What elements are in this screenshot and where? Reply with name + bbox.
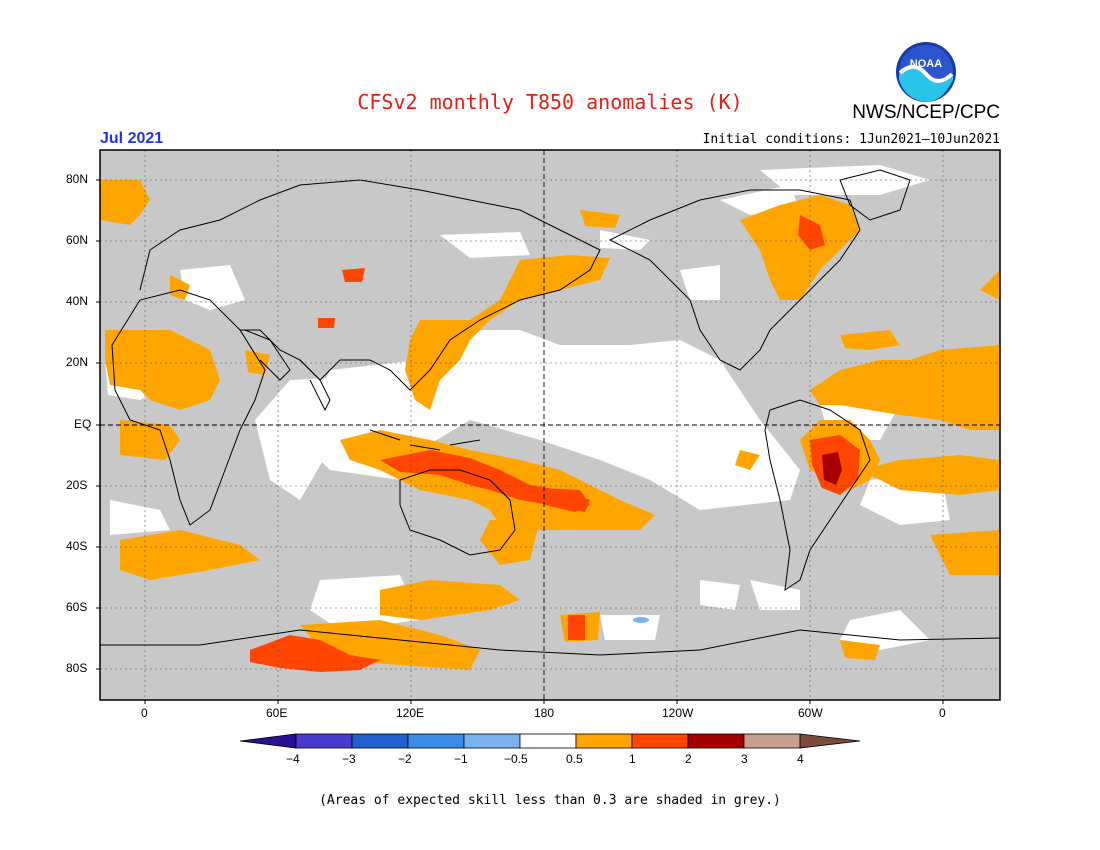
colorbar-label: −4 (286, 752, 300, 766)
lat-label: 40S (66, 539, 88, 553)
lon-label: 180 (534, 706, 555, 720)
colorbar-label: −1 (454, 752, 468, 766)
lat-label: 80N (66, 172, 89, 186)
lon-label: 120W (662, 706, 694, 720)
lat-label: 60S (66, 600, 88, 614)
coastlines (100, 169, 1000, 656)
noaa-logo-text: NOAA (910, 58, 942, 70)
lat-label: 80S (66, 661, 88, 675)
anomaly-2-to-3-regions (822, 452, 842, 485)
colorbar-label: 1 (629, 752, 636, 766)
colorbar-label: −2 (398, 752, 412, 766)
colorbar-label: 0.5 (566, 752, 583, 766)
reference-lines (100, 150, 1000, 700)
colorbar (239, 733, 861, 749)
footnote: (Areas of expected skill less than 0.3 a… (319, 793, 781, 808)
colorbar-label: 2 (685, 752, 692, 766)
lon-label: 60W (798, 706, 823, 720)
colorbar-label: −3 (342, 752, 356, 766)
chart-title: CFSv2 monthly T850 anomalies (K) (357, 90, 743, 114)
noaa-logo: NOAA (896, 42, 956, 102)
initial-conditions: Initial conditions: 1Jun2021–10Jun2021 (702, 132, 1000, 147)
lon-label: 0 (141, 706, 148, 720)
anomaly-neg-1-to-neg-0-5-regions (633, 617, 649, 623)
colorbar-arrow-low (239, 733, 297, 749)
lat-label: 20S (66, 478, 88, 492)
lat-label: 40N (66, 294, 89, 308)
axis-ticks (96, 179, 944, 704)
lat-label: 20N (66, 355, 89, 369)
lon-label: 120E (396, 706, 425, 720)
agency-label: NWS/NCEP/CPC (852, 102, 1000, 123)
colorbar-label: −0.5 (504, 752, 528, 766)
colorbar-arrow-high (799, 733, 861, 749)
lat-label: EQ (74, 417, 92, 431)
valid-month: Jul 2021 (100, 130, 164, 147)
lat-label: 60N (66, 233, 89, 247)
lon-label: 60E (266, 706, 288, 720)
lon-label: 0 (939, 706, 946, 720)
anomaly-1-to-2-regions (250, 215, 860, 672)
colorbar-label: 4 (797, 752, 804, 766)
colorbar-label: 3 (741, 752, 748, 766)
